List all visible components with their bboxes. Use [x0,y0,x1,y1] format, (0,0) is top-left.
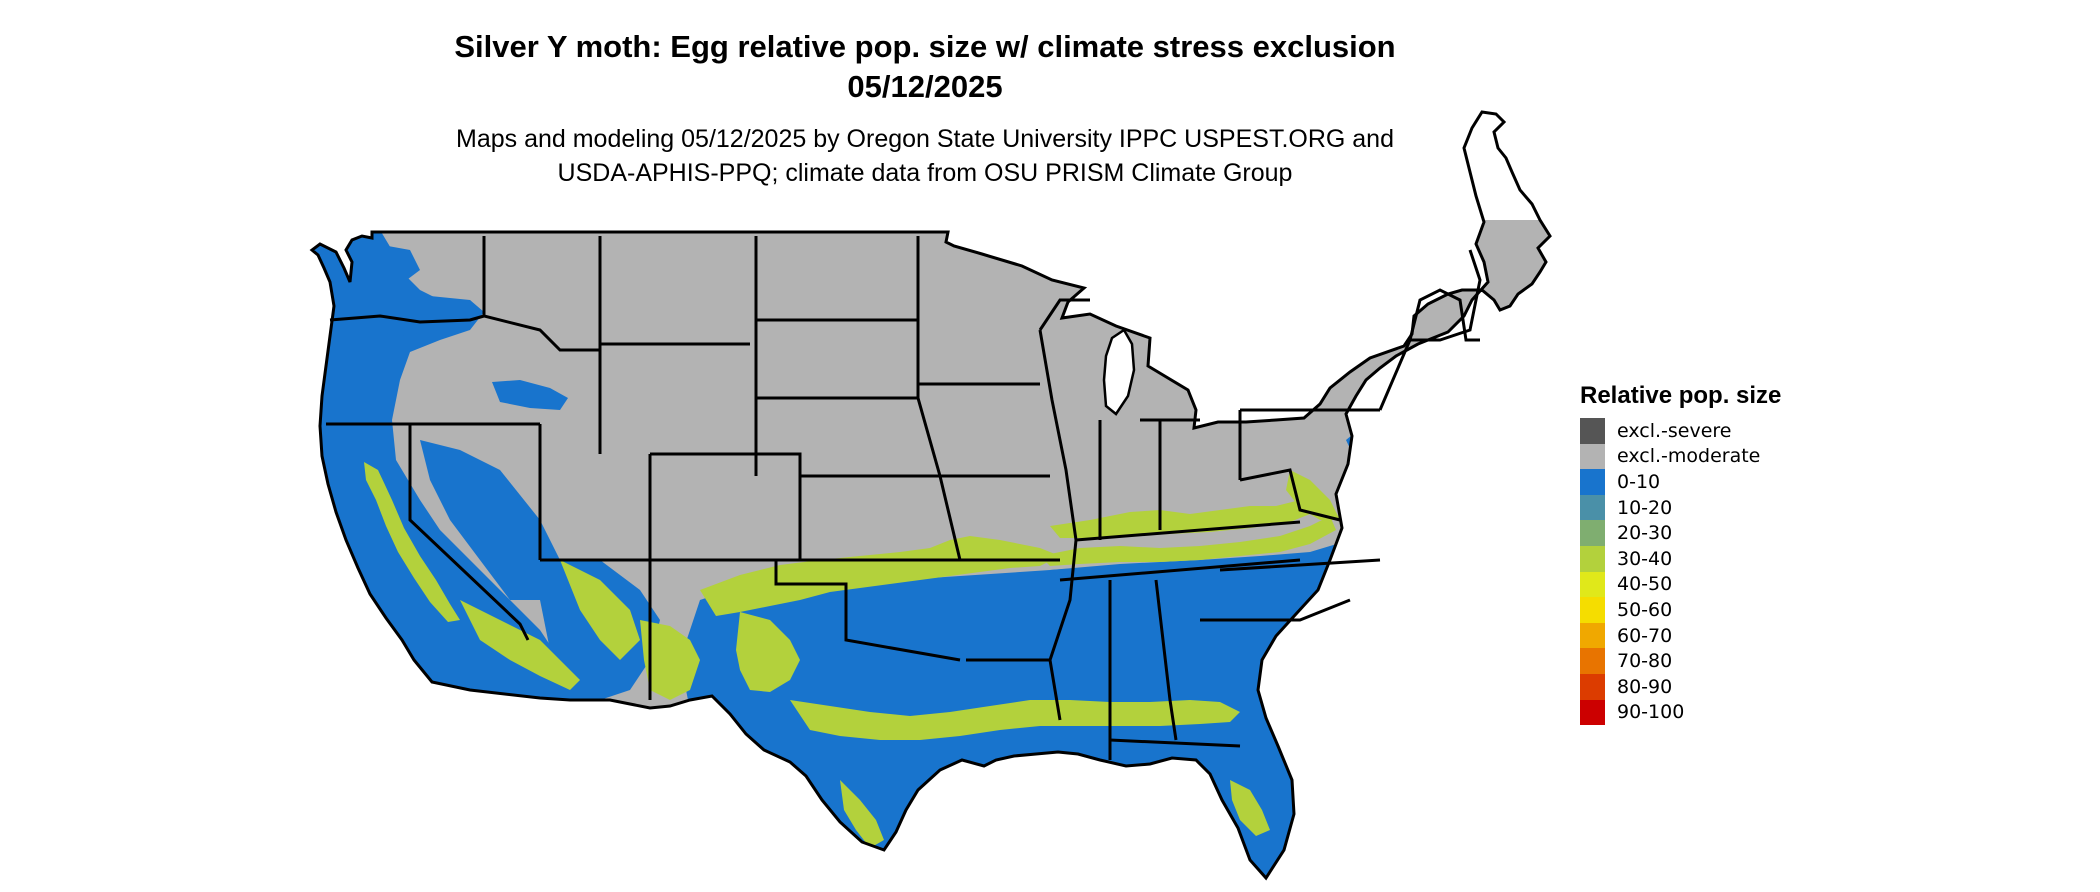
border-tn [1059,558,1301,582]
legend-title: Relative pop. size [1580,382,1782,409]
region-socal-30-40 [460,600,580,690]
border-al-ga [1154,579,1178,741]
map-subtitle-line2: USDA-APHIS-PPQ; climate data from OSU PR… [557,159,1293,187]
region-newmexico-30-40 [640,620,700,700]
border-wv-va [1239,468,1341,522]
map-date: 05/12/2025 [847,69,1003,104]
border-nc-sc [1200,598,1351,622]
region-virginia-30-40 [1286,470,1340,520]
legend-label: 60-70 [1617,624,1673,647]
legend-swatch [1580,418,1605,444]
region-columbia-basin-0-10 [360,296,480,336]
legend-swatch [1580,520,1605,546]
border-id-mt [482,236,600,352]
legend-swatch [1580,469,1605,495]
legend-label: 80-90 [1617,675,1673,698]
region-arizona-30-40 [560,560,640,660]
legend-label: 40-50 [1617,573,1673,596]
legend-item: 10-20 [1580,494,1880,521]
legend-label: excl.-moderate [1617,445,1761,468]
region-west-coast-0-10 [312,230,600,720]
map-subtitle-line1: Maps and modeling 05/12/2025 by Oregon S… [456,125,1394,153]
region-band-east-30-40 [1040,516,1336,566]
legend-swatch [1580,648,1605,674]
border-ky-tn [1075,520,1301,542]
legend: Relative pop. size excl.-severe excl.-mod… [1580,380,1880,726]
region-band-30-40 [700,536,1060,616]
map-title: Silver Y moth: Egg relative pop. size w/… [454,29,1396,64]
border-ok-tx [774,560,961,662]
legend-item: 60-70 [1580,622,1880,649]
legend-item: 90-100 [1580,699,1880,726]
border-wi-mi [1038,298,1090,331]
border-va-nc [1219,558,1381,572]
legend-item: excl.-severe [1580,418,1880,444]
legend-item: 30-40 [1580,545,1880,572]
legend-item: 50-60 [1580,597,1880,623]
border-new-england [1410,249,1482,342]
legend-swatch [1580,443,1605,470]
legend-item: 20-30 [1580,520,1880,546]
region-great-basin-0-10 [420,440,560,600]
legend-item: excl.-moderate [1580,443,1880,470]
legend-label: 20-30 [1617,522,1673,545]
legend-items: excl.-severe excl.-moderate 0-10 10-20 20-30… [1580,418,1880,726]
border-ga-fl [1109,738,1241,748]
state-borders [310,110,1552,880]
lake-michigan [1102,328,1136,416]
legend-swatch [1580,545,1605,572]
legend-label: excl.-severe [1617,419,1732,442]
legend-label: 90-100 [1617,701,1685,724]
region-north-wa-0-10 [388,246,420,282]
region-florida-30-40 [1230,780,1270,836]
legend-swatch [1580,494,1605,521]
border-co [650,452,802,562]
region-gulf-band-30-40 [790,700,1240,740]
border-wa-or [329,314,485,324]
region-kentucky-30-40 [1050,500,1320,538]
region-snake-river-0-10 [492,380,568,410]
region-oklahoma-30-40 [736,612,800,692]
legend-item: 0-10 [1580,469,1880,495]
legend-swatch [1580,622,1605,649]
border-plains-east [916,236,962,561]
legend-item: 80-90 [1580,673,1880,700]
region-california-30-40 [364,462,460,622]
legend-swatch [1580,571,1605,598]
legend-label: 70-80 [1617,650,1673,673]
region-mid-atlantic-0-10 [1346,330,1480,470]
legend-swatch [1580,597,1605,623]
legend-label: 50-60 [1617,598,1673,621]
border-ca-nv [408,424,530,641]
legend-label: 30-40 [1617,547,1673,570]
legend-item: 40-50 [1580,571,1880,598]
region-texas-coast-30-40 [840,780,884,848]
legend-label: 10-20 [1617,496,1673,519]
legend-label: 0-10 [1617,470,1661,493]
legend-swatch [1580,673,1605,700]
legend-swatch [1580,699,1605,726]
legend-item: 70-80 [1580,648,1880,674]
